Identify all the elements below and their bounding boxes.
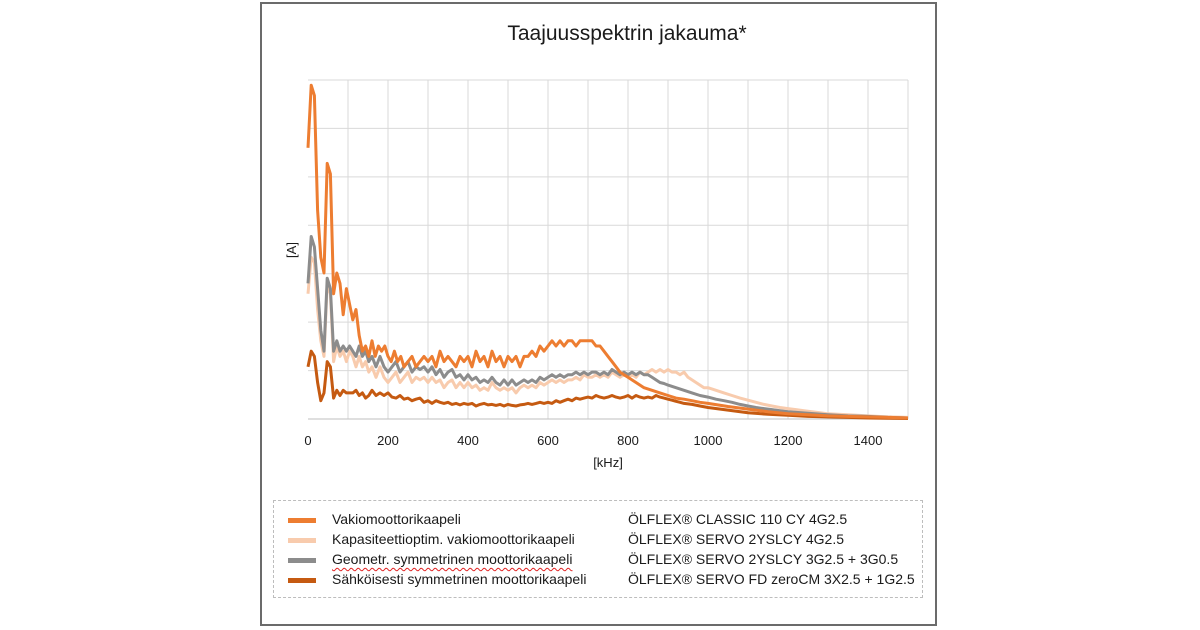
x-tick-label: 400	[457, 433, 479, 448]
y-axis-label: [A]	[284, 242, 299, 258]
legend-entry-2: Kapasiteettioptim. vakiomoottorikaapeli …	[282, 530, 918, 550]
x-tick-label: 200	[377, 433, 399, 448]
x-tick-label: 1000	[694, 433, 723, 448]
legend-entry-1: Vakiomoottorikaapeli ÖLFLEX® CLASSIC 110…	[282, 510, 918, 530]
legend-entry-4: Sähköisesti symmetrinen moottorikaapeli …	[282, 570, 918, 590]
legend-name-1: Vakiomoottorikaapeli	[332, 511, 461, 527]
x-axis-label: [kHz]	[593, 455, 623, 470]
legend-swatch-3	[288, 558, 316, 563]
legend-swatch-2	[288, 538, 316, 543]
legend-product-1: ÖLFLEX® CLASSIC 110 CY 4G2.5	[628, 511, 848, 527]
x-tick-label: 600	[537, 433, 559, 448]
legend-entry-3: Geometr. symmetrinen moottorikaapeli ÖLF…	[282, 550, 918, 570]
legend: Vakiomoottorikaapeli ÖLFLEX® CLASSIC 110…	[273, 500, 923, 598]
legend-name-2: Kapasiteettioptim. vakiomoottorikaapeli	[332, 531, 575, 547]
chart-title: Taajuusspektrin jakauma*	[507, 22, 746, 45]
series-line-3	[306, 235, 909, 420]
legend-name-3: Geometr. symmetrinen moottorikaapeli	[332, 551, 573, 567]
x-tick-label: 1400	[854, 433, 883, 448]
x-tick-label: 1200	[774, 433, 803, 448]
series-line-4	[306, 349, 909, 420]
legend-product-3: ÖLFLEX® SERVO 2YSLCY 3G2.5 + 3G0.5	[628, 551, 899, 567]
series-line-1	[306, 83, 909, 420]
x-tick-label: 800	[617, 433, 639, 448]
series-line-2	[306, 255, 909, 419]
series-lines	[306, 83, 909, 420]
legend-product-2: ÖLFLEX® SERVO 2YSLCY 4G2.5	[628, 531, 845, 547]
legend-name-4: Sähköisesti symmetrinen moottorikaapeli	[332, 571, 587, 587]
x-tick-label: 0	[304, 433, 311, 448]
chart-frame	[260, 2, 937, 626]
gridlines	[308, 79, 909, 420]
legend-swatch-4	[288, 578, 316, 583]
legend-swatch-1	[288, 518, 316, 523]
x-tick-labels: 0 200 400 600 800 1000 1200 1400	[304, 433, 882, 448]
legend-product-4: ÖLFLEX® SERVO FD zeroCM 3X2.5 + 1G2.5	[628, 571, 915, 587]
